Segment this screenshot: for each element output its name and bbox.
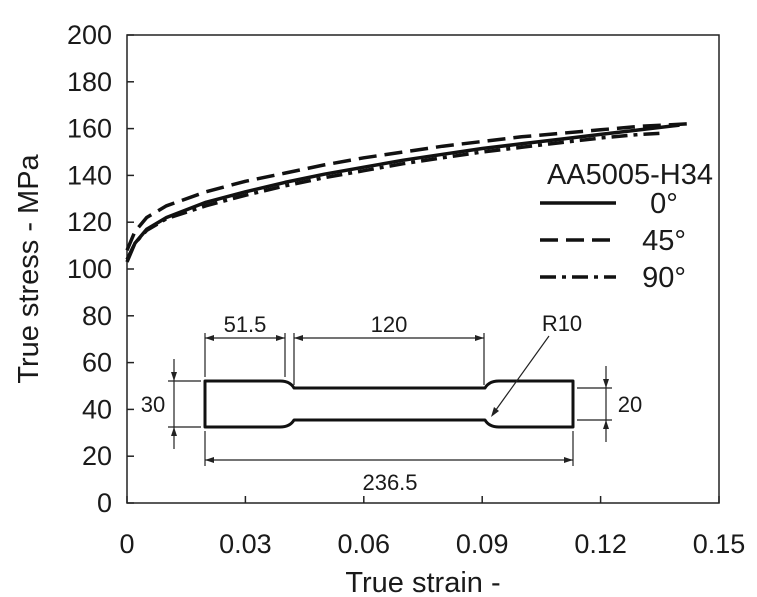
dim-label-gauge: 120 [371,312,408,337]
plot-frame [126,34,720,504]
legend: AA5005-H34 0° 45° 90° [540,159,713,294]
y-tick-label: 140 [67,160,112,190]
y-tick-label: 80 [82,301,112,331]
y-tick-label: 100 [67,254,112,284]
y-tick-label: 180 [67,67,112,97]
arrow-width-right-top [603,379,609,388]
y-tick-label: 40 [82,394,112,424]
arrow-width-left-bottom [171,427,177,436]
legend-label: 90° [642,262,686,294]
x-axis: 0 0.03 0.06 0.09 0.12 0.15 [119,496,745,559]
y-tick-label: 60 [82,348,112,378]
x-tick-label: 0.03 [219,529,272,559]
dim-label-fillet: R10 [542,311,582,336]
dim-label-total: 236.5 [362,470,417,495]
arrow-gauge-right [475,335,484,341]
series-group [125,122,688,263]
dim-label-grip-width: 30 [141,392,165,417]
dim-label-gauge-width: 20 [618,392,642,417]
legend-label: 45° [642,225,686,257]
legend-title: AA5005-H34 [547,159,713,191]
arrow-width-right-bottom [603,420,609,429]
fillet-leader [492,335,550,415]
y-tick-label: 200 [67,20,112,50]
y-tick-label: 120 [67,207,112,237]
x-tick-label: 0.09 [456,529,509,559]
arrow-grip-left [205,335,214,341]
series-line-0 [125,123,680,263]
arrow-width-left-top [171,372,177,381]
y-tick-label: 160 [67,114,112,144]
y-axis-title: True stress - MPa [13,153,45,383]
arrow-gauge-left [294,335,303,341]
dim-label-grip: 51.5 [224,312,267,337]
series-line-1 [125,122,688,251]
x-axis-title: True strain - [345,567,500,597]
y-tick-label: 20 [82,441,112,471]
specimen-inset: 51.5 120 R10 30 20 236.5 [141,311,642,495]
x-tick-label: 0 [119,529,134,559]
specimen-outline [203,379,575,429]
arrow-fillet [491,407,499,417]
arrow-total-right [564,457,573,463]
x-tick-label: 0.15 [693,529,746,559]
x-tick-label: 0.06 [338,529,391,559]
arrow-total-left [205,457,214,463]
legend-entries: 0° 45° 90° [540,188,686,294]
arrow-grip-right [276,335,285,341]
x-tick-label: 0.12 [574,529,627,559]
legend-label: 0° [650,188,678,220]
y-tick-label: 0 [97,488,112,518]
y-axis: 0 20 40 60 80 100 120 140 160 180 200 [67,20,134,518]
series-line-2 [125,131,660,261]
